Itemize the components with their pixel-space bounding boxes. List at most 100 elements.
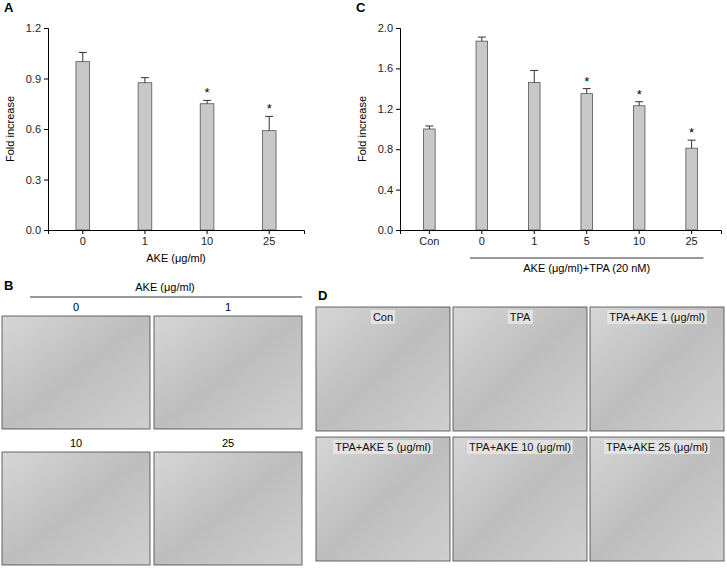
plot-marks [424,37,698,230]
tick-mark [481,230,482,234]
label-patch [508,310,533,324]
tick-label: 1.2 [26,22,41,34]
micrograph [2,316,150,429]
tick: 5 [584,230,590,247]
image-label: TPA+AKE 25 (μg/ml) [606,441,708,453]
tick-mark [144,230,145,234]
tick: 0 [479,230,485,247]
panel-letter: C [356,0,366,15]
error-cap [478,37,486,38]
error-cap [79,52,87,53]
tick-mark [396,68,400,69]
tick-label: 5 [584,235,590,247]
tick: 0.8 [378,143,400,155]
tick-mark [429,230,430,234]
tick-label: 0.6 [26,123,41,135]
tick: 1.2 [378,103,400,115]
bar [76,62,90,230]
image-panel: DConTPATPA+AKE 1 (μg/ml)TPA+AKE 5 (μg/ml… [316,288,724,561]
x-axis: Con 0 1 5 10 25 [401,230,722,247]
label-patch [607,310,707,324]
tick-label: 25 [686,235,698,247]
error-stem [144,78,145,83]
axis-line [44,29,49,231]
tick-label: 1 [142,235,148,247]
tick: 25 [686,230,698,247]
tick-label: Con [419,235,439,247]
y-axis: 0.0 0.4 0.8 1.2 1.6 2.0 [378,22,401,236]
tick-label: 2.0 [378,22,393,34]
error-bar [79,52,87,61]
tick-label: 0 [479,235,485,247]
image-label: 0 [73,301,79,313]
y-axis-title: Fold increase [356,96,368,162]
tick-label: 0 [80,235,86,247]
tick: 10 [633,230,645,247]
image-panel: BAKE (μg/ml)011025 [2,278,302,565]
error-bar [530,70,538,82]
tick-mark [396,230,400,231]
tick-mark [691,230,692,234]
error-bar [425,126,433,129]
tick-mark [44,28,48,29]
panel-letter: B [4,278,13,293]
tick-label: 0.8 [378,143,393,155]
error-stem [269,116,270,130]
tick-mark [639,230,640,234]
image-label: TPA+AKE 10 (μg/ml) [469,441,571,453]
significance-mark: * [584,74,589,89]
y-axis-title: Fold increase [4,96,16,162]
plot-marks [76,52,276,230]
tick: 0.6 [26,123,48,135]
tick-mark [44,180,48,181]
error-bar [635,102,643,106]
tick-label: 0.0 [378,224,393,236]
error-stem [639,102,640,106]
panel-letter: A [4,0,14,15]
tick: 0 [80,230,86,247]
group-bracket [470,258,703,259]
panel-header: AKE (μg/ml) [135,281,195,293]
tick-mark [82,230,83,234]
tick-label: 10 [201,235,213,247]
error-stem [481,37,482,41]
tick-label: 0.4 [378,184,393,196]
error-bar [688,140,696,148]
tick-label: 1.6 [378,62,393,74]
tick: Con [419,230,439,247]
bar [686,148,698,230]
tick: 0.0 [26,224,48,236]
bar [529,83,541,230]
tick-mark [207,230,208,234]
bar [633,106,645,230]
tick: 1.2 [26,22,48,34]
tick-label: 10 [633,235,645,247]
tick-label: 1 [531,235,537,247]
tick-label: 0.3 [26,174,41,186]
tick-label: 25 [263,235,275,247]
image-label: 10 [70,437,82,449]
tick-label: 0.0 [26,224,41,236]
header-rule [30,297,302,298]
tick: 1 [142,230,148,247]
axis-line [396,29,401,231]
micrograph [453,307,587,431]
tick-mark [396,149,400,150]
image-label: TPA+AKE 1 (μg/ml) [609,311,705,323]
error-bar [583,89,591,94]
chart-panel: C***0.00.40.81.21.62.0Con0151025Fold inc… [356,0,722,274]
error-bar [203,100,211,103]
significance-mark: * [637,87,642,102]
label-patch [467,440,573,454]
error-stem [534,70,535,82]
panel-letter: D [318,288,327,303]
micrograph [2,452,150,565]
tick-label: 0.9 [26,73,41,85]
tick-mark [44,129,48,130]
tick: 1.6 [378,62,400,74]
bar [138,83,152,230]
error-cap [530,70,538,71]
micrograph [453,437,587,561]
label-patch [371,310,395,324]
error-stem [207,100,208,103]
